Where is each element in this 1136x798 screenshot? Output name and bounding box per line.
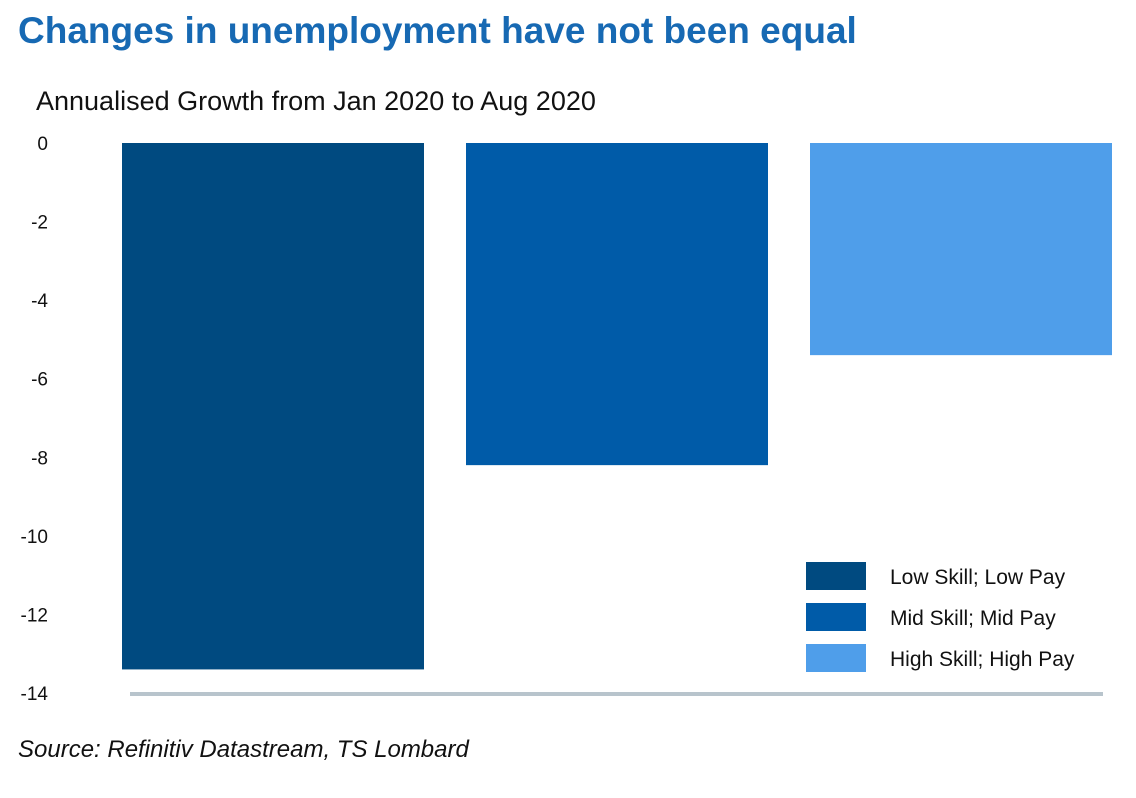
y-tick-label: -6 [31,370,48,391]
y-tick-label: -10 [21,527,48,548]
bar-1 [122,143,424,670]
bar-3 [810,143,1112,356]
y-tick-label: -8 [31,448,48,469]
bars [122,143,1112,670]
y-tick-label: -4 [31,291,48,312]
legend-swatch-2 [806,603,866,631]
legend: Low Skill; Low Pay Mid Skill; Mid Pay High… [806,562,1075,672]
y-tick-label: -14 [21,684,49,705]
y-tick-label: 0 [37,134,48,155]
page-title: Changes in unemployment have not been eq… [18,10,857,51]
legend-label-1: Low Skill; Low Pay [890,566,1066,589]
y-tick-label: -2 [31,213,48,234]
y-tick-label: -12 [21,605,48,626]
legend-swatch-1 [806,562,866,590]
legend-swatch-3 [806,644,866,672]
legend-label-3: High Skill; High Pay [890,648,1075,671]
chart-title: Annualised Growth from Jan 2020 to Aug 2… [36,86,596,116]
y-axis-ticks: 0 -2 -4 -6 -8 -10 -12 -14 [21,134,49,705]
bar-2 [466,143,768,466]
legend-label-2: Mid Skill; Mid Pay [890,607,1056,630]
source-note: Source: Refinitiv Datastream, TS Lombard [18,736,469,763]
